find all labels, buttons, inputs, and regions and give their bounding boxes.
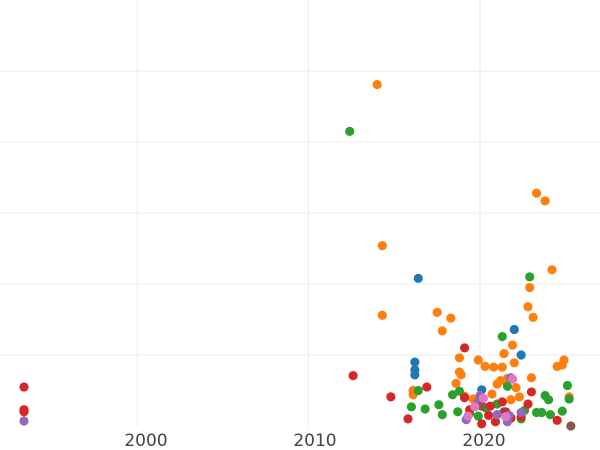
- x-tick-label: 2010: [293, 431, 336, 450]
- data-point-orange: [446, 313, 456, 323]
- data-point-purple: [492, 410, 502, 420]
- data-point-green: [562, 380, 573, 391]
- data-point-red: [459, 343, 470, 353]
- data-point-green: [473, 411, 483, 421]
- data-point-pink: [463, 411, 473, 421]
- data-point-green: [564, 394, 574, 404]
- data-point-orange: [454, 353, 465, 363]
- data-point-orange: [526, 373, 537, 383]
- data-point-red: [403, 414, 413, 424]
- data-point-orange: [531, 188, 542, 198]
- data-point-pink: [507, 374, 518, 384]
- data-point-red: [526, 387, 537, 397]
- data-point-green: [543, 395, 554, 405]
- data-point-orange: [547, 265, 557, 275]
- data-point-orange: [511, 383, 521, 393]
- data-point-red: [485, 401, 495, 411]
- data-point-orange: [432, 307, 442, 317]
- data-point-pink: [470, 402, 480, 412]
- data-point-orange: [480, 361, 490, 371]
- data-point-green: [525, 272, 535, 282]
- data-point-red: [422, 382, 432, 392]
- data-point-orange: [499, 348, 509, 359]
- x-tick-label: 2020: [462, 431, 505, 450]
- data-point-orange: [528, 312, 538, 322]
- data-point-orange: [456, 370, 466, 380]
- data-point-red: [490, 417, 501, 427]
- data-point-green: [406, 402, 417, 412]
- data-point-red: [497, 397, 507, 407]
- data-point-red: [348, 370, 358, 381]
- data-point-green: [453, 407, 463, 417]
- data-point-orange: [497, 362, 507, 372]
- data-point-orange: [437, 326, 447, 336]
- data-point-green: [345, 126, 355, 136]
- data-point-blue: [413, 273, 423, 283]
- data-point-green: [434, 400, 444, 410]
- data-point-green: [437, 410, 447, 420]
- data-point-blue: [410, 357, 420, 367]
- data-points: [19, 79, 576, 431]
- grid: [0, 0, 600, 426]
- data-point-orange: [540, 196, 550, 206]
- data-point-red: [477, 419, 487, 429]
- x-tick-label: 2000: [124, 431, 167, 450]
- data-point-orange: [523, 302, 533, 312]
- data-point-green: [420, 404, 430, 414]
- data-point-orange: [507, 340, 518, 350]
- data-point-green: [537, 407, 547, 418]
- data-point-orange: [525, 282, 535, 293]
- data-point-orange: [377, 310, 387, 320]
- data-point-green: [545, 410, 555, 420]
- data-point-pink: [501, 412, 511, 422]
- data-point-green: [447, 390, 458, 400]
- data-point-blue: [509, 324, 519, 335]
- data-point-purple: [516, 407, 526, 418]
- data-point-orange: [451, 378, 461, 388]
- data-point-orange: [487, 389, 497, 399]
- data-point-green: [557, 406, 567, 416]
- data-point-orange: [489, 362, 499, 372]
- data-point-green: [413, 385, 423, 396]
- data-point-orange: [506, 395, 516, 405]
- data-point-orange: [372, 79, 382, 90]
- data-point-orange: [514, 392, 525, 402]
- data-point-red: [19, 382, 29, 392]
- data-point-green: [454, 386, 465, 396]
- data-point-blue: [410, 370, 420, 380]
- data-point-pink: [478, 393, 489, 403]
- data-point-green: [497, 331, 507, 342]
- data-point-red: [552, 415, 562, 425]
- data-point-red: [19, 407, 29, 417]
- data-point-orange: [509, 358, 519, 368]
- data-point-purple: [19, 416, 29, 426]
- data-point-green: [502, 381, 513, 391]
- data-point-red: [386, 392, 396, 402]
- x-axis: 2000 2010 2020: [124, 431, 505, 450]
- data-point-orange: [559, 355, 569, 365]
- data-point-red: [483, 410, 494, 420]
- data-point-blue: [516, 350, 526, 360]
- data-point-red: [459, 393, 470, 403]
- data-point-brown: [477, 401, 487, 411]
- data-point-brown: [566, 421, 576, 431]
- data-point-orange: [377, 241, 387, 251]
- data-point-red: [523, 399, 533, 409]
- data-point-orange: [473, 355, 483, 365]
